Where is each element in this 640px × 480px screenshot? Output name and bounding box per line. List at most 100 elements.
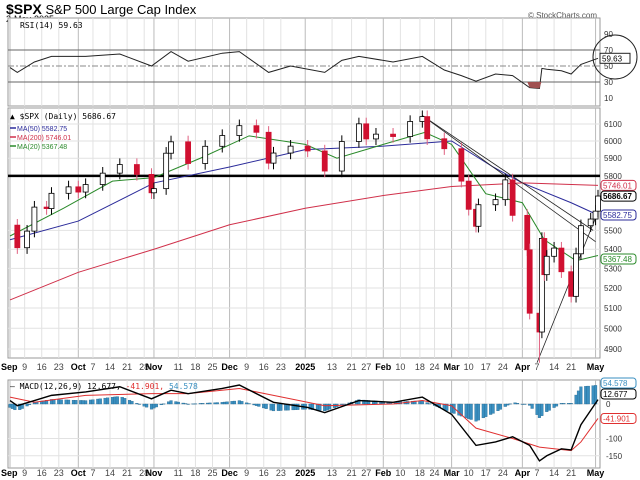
candle (526, 249, 533, 314)
x-tick-label: Apr (515, 362, 531, 372)
rsi-panel (7, 17, 601, 107)
x-tick-label: Apr (515, 468, 531, 478)
x-tick-label: 28 (139, 468, 149, 478)
ma-legend: MA(50) 5582.75 (17, 126, 67, 133)
macd-histogram-bar (515, 403, 520, 405)
price-last-box (600, 209, 637, 221)
candle (265, 131, 272, 164)
macd-histogram-bar (579, 386, 583, 405)
macd-histogram-bar (184, 403, 188, 405)
x-tick-label: Mar (444, 468, 461, 478)
candle (43, 206, 50, 209)
macd-histogram-bar (491, 403, 495, 414)
macd-histogram-bar (498, 403, 502, 410)
ma50-line (9, 140, 599, 241)
x-tick-label: 7 (90, 468, 95, 478)
macd-panel (7, 379, 601, 469)
macd-histogram-bar (569, 403, 573, 405)
candle (509, 179, 516, 216)
candle (14, 224, 21, 249)
macd-histogram-bar (169, 400, 173, 405)
candle (168, 141, 174, 154)
candle (543, 255, 550, 276)
macd-last-box (600, 388, 637, 400)
macd-histogram-bar (328, 403, 332, 410)
x-tick-label: 18 (190, 362, 200, 372)
macd-histogram-bar (91, 399, 95, 405)
candle (253, 125, 260, 133)
macd-tick-label: 0 (606, 400, 611, 409)
rsi-last-value: 59.63 (602, 54, 623, 63)
candle (475, 204, 482, 227)
macd-histogram-bar (193, 403, 197, 405)
x-tick-label: 21 (122, 468, 132, 478)
price-last-box (600, 179, 637, 191)
candle (99, 172, 106, 185)
x-tick-label: 18 (190, 468, 200, 478)
x-tick-label: Oct (71, 362, 86, 372)
candle (502, 179, 509, 201)
macd-legend: — MACD(12,26,9) 12.677, -41.901, 54.578 (10, 382, 198, 391)
x-tick-label: 24 (430, 468, 440, 478)
macd-legend-prefix: — MACD(12,26,9) (10, 382, 87, 391)
candle (558, 247, 565, 273)
candle (31, 206, 38, 232)
x-tick-label: 14 (105, 468, 115, 478)
x-tick-label: Nov (145, 362, 162, 372)
price-tick-label: 5100 (604, 304, 622, 313)
x-tick-label: 13 (327, 362, 337, 372)
x-tick-label: 10 (395, 468, 405, 478)
chart-title: $SPX S&P 500 Large Cap Index (6, 1, 196, 17)
x-tick-label: 21 (566, 468, 576, 478)
macd-histogram-bar (98, 398, 102, 405)
macd-last-box (600, 412, 637, 424)
candle (82, 184, 89, 193)
candle (185, 141, 192, 164)
macd-histogram-bar (540, 403, 544, 416)
price-tick-label: 5900 (604, 154, 622, 163)
x-tick-label: 23 (54, 362, 64, 372)
candle (390, 133, 396, 137)
macd-histogram-bar (257, 403, 261, 407)
candle (355, 123, 362, 142)
rsi-legend: RSI(14) 59.63 (20, 21, 83, 30)
x-tick-label: 27 (361, 468, 371, 478)
x-tick-label: 7 (90, 362, 95, 372)
x-tick-label: 7 (534, 362, 539, 372)
x-tick-label: 7 (534, 468, 539, 478)
macd-histogram-bar (554, 403, 559, 407)
macd-histogram-bar (523, 403, 527, 405)
macd-histogram-bar (428, 403, 432, 405)
macd-tick-label: -100 (606, 435, 623, 444)
candle (458, 148, 465, 182)
price-tick-label: 6100 (604, 120, 622, 129)
macd-histogram-bar (123, 398, 127, 405)
macd-histogram-bar (318, 403, 322, 411)
candle (592, 210, 599, 220)
candle (24, 230, 30, 249)
x-tick-label: Nov (145, 468, 162, 478)
macd-histogram-bar (342, 403, 346, 405)
candle (151, 188, 157, 194)
macd-histogram-bar (264, 403, 268, 409)
macd-histogram-bar (547, 403, 551, 411)
candle (578, 225, 584, 255)
macd-histogram-bar (186, 403, 190, 405)
candle (219, 135, 226, 147)
price-last-box (600, 253, 637, 265)
x-tick-label: 16 (37, 362, 47, 372)
macd-signal-line (9, 387, 599, 452)
candle (75, 186, 82, 193)
candle (48, 192, 55, 209)
candle (65, 186, 72, 194)
x-tick-label: 24 (498, 468, 508, 478)
candle (236, 125, 243, 136)
candle (524, 214, 531, 251)
macd-last-value: 54.578 (603, 379, 628, 388)
x-tick-label: 10 (464, 362, 474, 372)
candle (419, 116, 426, 122)
candle (407, 121, 414, 137)
macd-histogram-bar (215, 402, 219, 405)
candle (287, 145, 294, 154)
macd-legend-signal: -41.901, (126, 382, 169, 391)
